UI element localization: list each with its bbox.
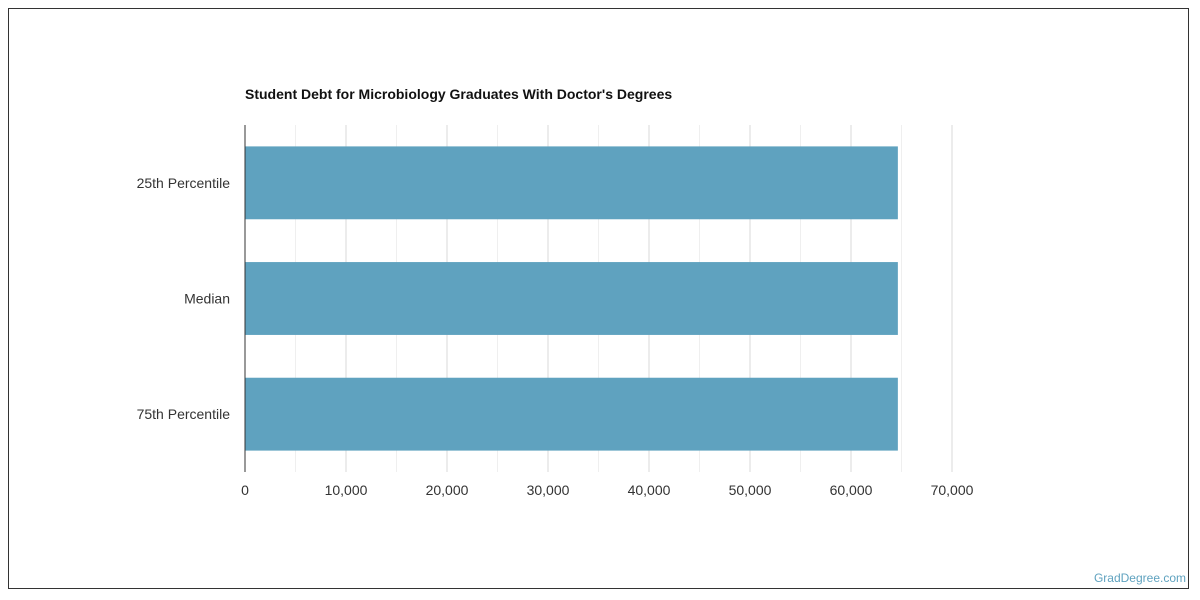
bar-2 <box>245 377 898 451</box>
x-tick-label-5: 50,000 <box>729 482 772 498</box>
x-tick-label-3: 30,000 <box>527 482 570 498</box>
x-tick-label-4: 40,000 <box>628 482 671 498</box>
category-label-2: 75th Percentile <box>137 406 231 422</box>
x-tick-label-2: 20,000 <box>426 482 469 498</box>
source-credit[interactable]: GradDegree.com <box>1093 571 1186 585</box>
x-tick-labels: 0 10,000 20,000 30,000 40,000 50,000 60,000 70,… <box>241 482 974 498</box>
bars <box>245 146 898 451</box>
category-label-1: Median <box>184 291 230 307</box>
category-labels: 25th Percentile Median 75th Percentile <box>137 175 231 422</box>
x-tick-label-7: 70,000 <box>931 482 974 498</box>
x-tick-label-1: 10,000 <box>325 482 368 498</box>
chart-title: Student Debt for Microbiology Graduates … <box>245 86 673 102</box>
x-tick-label-6: 60,000 <box>830 482 873 498</box>
bar-0 <box>245 146 898 220</box>
bar-1 <box>245 262 898 335</box>
category-label-0: 25th Percentile <box>137 175 231 191</box>
x-tick-label-0: 0 <box>241 482 249 498</box>
